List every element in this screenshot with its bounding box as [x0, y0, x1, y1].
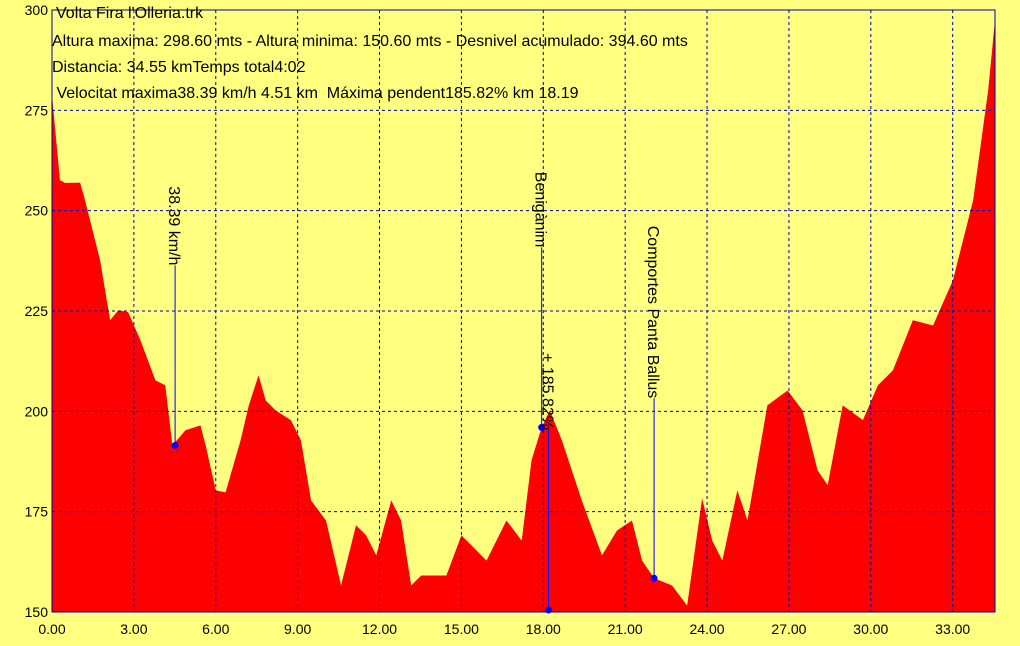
annotation-label: + 185.82% — [538, 353, 555, 430]
plot-area — [51, 9, 996, 614]
y-tick-label: 250 — [25, 203, 49, 219]
annotation-marker — [538, 423, 546, 431]
y-tick-label: 200 — [25, 403, 49, 419]
annotation-marker — [171, 441, 179, 449]
y-tick-label: 275 — [25, 102, 49, 118]
subtitle: Distancia: 34.55 kmTemps total4:02 — [52, 59, 306, 76]
x-tick-label: 27.00 — [771, 621, 806, 637]
x-tick-label: 9.00 — [284, 621, 311, 637]
subtitle: Altura maxima: 298.60 mts - Altura minim… — [52, 33, 688, 50]
x-tick-label: 0.00 — [38, 621, 65, 637]
x-tick-label: 3.00 — [120, 621, 147, 637]
x-tick-label: 24.00 — [690, 621, 725, 637]
x-tick-label: 6.00 — [202, 621, 229, 637]
y-tick-label: 150 — [25, 604, 49, 620]
x-tick-label: 15.00 — [444, 621, 479, 637]
x-tick-label: 21.00 — [608, 621, 643, 637]
subtitle: Velocitat maxima38.39 km/h 4.51 km Máxim… — [52, 85, 579, 102]
annotation-marker — [650, 574, 658, 582]
x-tick-label: 18.00 — [526, 621, 561, 637]
annotation-label: 38.39 km/h — [165, 186, 182, 265]
y-tick-label: 175 — [25, 504, 49, 520]
x-tick-label: 33.00 — [935, 621, 970, 637]
elevation-area — [52, 20, 995, 613]
x-tick-label: 12.00 — [362, 621, 397, 637]
plot-frame — [51, 9, 996, 613]
annotation-marker — [544, 606, 552, 614]
y-tick-label: 225 — [25, 303, 49, 319]
annotation-label: Benigànim — [532, 172, 549, 248]
y-tick-label: 300 — [25, 2, 49, 18]
chart-title: Volta Fira l'Olleria.trk — [56, 5, 204, 22]
annotation-label: Comportes Panta Ballus — [644, 226, 661, 399]
x-tick-label: 30.00 — [853, 621, 888, 637]
